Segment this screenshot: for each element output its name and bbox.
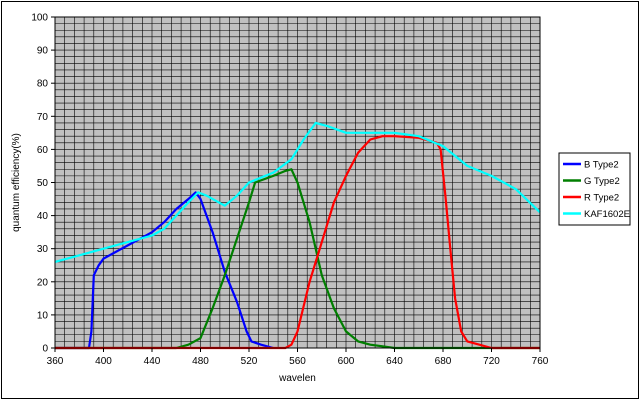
x-tick-label: 760 xyxy=(532,356,549,367)
y-tick-label: 0 xyxy=(42,344,48,355)
x-tick-label: 400 xyxy=(95,356,112,367)
series-line-2 xyxy=(55,135,540,350)
series-line-3 xyxy=(54,121,541,263)
x-tick-label: 640 xyxy=(386,356,403,367)
y-tick-label: 60 xyxy=(37,145,49,156)
legend-label-3: KAF1602E xyxy=(584,209,630,220)
x-tick-label: 600 xyxy=(338,356,355,367)
y-tick-label: 90 xyxy=(37,46,49,57)
y-tick-label: 20 xyxy=(37,277,49,288)
x-tick-label: 720 xyxy=(483,356,500,367)
line-chart: 360 400 440 480 520 560 600 640 680 720 760 0 10 20 30… xyxy=(11,13,631,385)
x-tick-label: 440 xyxy=(144,356,161,367)
legend-label-0: B Type2 xyxy=(584,160,619,171)
x-tick-label: 680 xyxy=(435,356,452,367)
x-tick-label: 520 xyxy=(241,356,258,367)
y-axis-label: quantum efficiency(%) xyxy=(11,133,22,232)
x-tick-label: 560 xyxy=(289,356,306,367)
legend-label-1: G Type2 xyxy=(584,176,620,187)
y-tick-label: 100 xyxy=(31,13,48,24)
x-axis-label: wavelen xyxy=(278,373,316,384)
x-tick-label: 480 xyxy=(192,356,209,367)
y-tick-label: 50 xyxy=(37,178,49,189)
y-tick-label: 30 xyxy=(37,244,49,255)
series-lines xyxy=(54,121,541,350)
y-tick-label: 10 xyxy=(37,310,49,321)
legend: B Type2 G Type2 R Type2 KAF1602E xyxy=(558,152,631,226)
y-tick-label: 70 xyxy=(37,112,49,123)
axes: 360 400 440 480 520 560 600 640 680 720 760 0 10 20 30… xyxy=(11,13,549,385)
legend-label-2: R Type2 xyxy=(584,193,619,204)
x-tick-label: 360 xyxy=(47,356,64,367)
series-line-0 xyxy=(55,191,274,350)
y-tick-label: 40 xyxy=(37,211,49,222)
y-tick-label: 80 xyxy=(37,79,49,90)
gridlines xyxy=(54,16,541,349)
series-line-1 xyxy=(55,168,540,350)
